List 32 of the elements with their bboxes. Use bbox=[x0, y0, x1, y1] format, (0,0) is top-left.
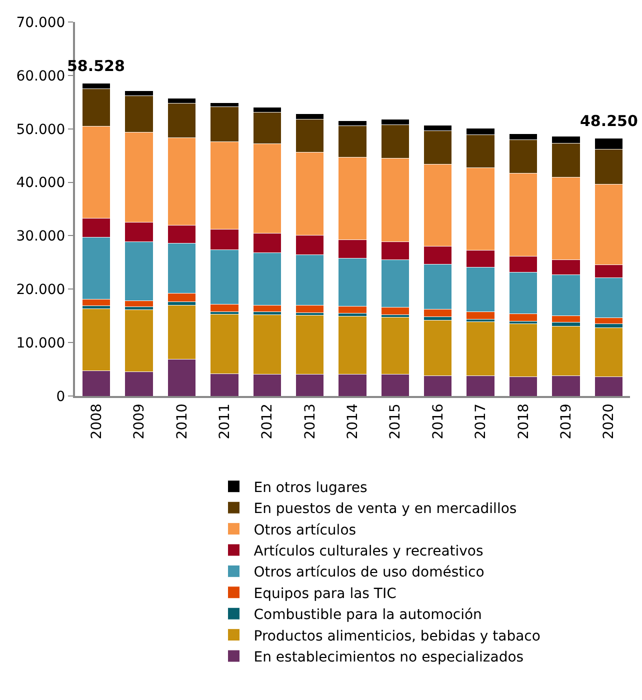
x-tick-label: 2016 bbox=[430, 404, 446, 440]
y-tick-label: 60.000 bbox=[16, 68, 66, 84]
y-tick-label: 0 bbox=[56, 388, 66, 405]
x-tick-label: 2011 bbox=[216, 404, 233, 440]
legend-label: Otros artículos bbox=[254, 522, 356, 538]
y-tick-label: 50.000 bbox=[16, 122, 66, 138]
y-tick-label: 30.000 bbox=[16, 228, 66, 245]
x-tick-label: 2015 bbox=[388, 404, 404, 440]
x-tick-label: 2014 bbox=[345, 404, 362, 440]
legend-label: Productos alimenticios, bebidas y tabaco bbox=[254, 628, 540, 644]
x-tick-label: 2010 bbox=[174, 404, 190, 440]
total-label: 48.250 bbox=[580, 112, 638, 130]
legend-label: Otros artículos de uso doméstico bbox=[254, 564, 484, 581]
legend-label: En establecimientos no especializados bbox=[254, 649, 524, 666]
y-tick-label: 70.000 bbox=[16, 14, 66, 31]
x-tick-label: 2019 bbox=[558, 404, 575, 440]
legend-label: Artículos culturales y recreativos bbox=[254, 543, 484, 560]
x-tick-label: 2009 bbox=[132, 404, 148, 440]
legend-label: En puestos de venta y en mercadillos bbox=[254, 501, 517, 518]
y-tick-label: 10.000 bbox=[16, 335, 66, 352]
x-tick-label: 2017 bbox=[473, 404, 490, 440]
legend-label: En otros lugares bbox=[254, 480, 368, 496]
total-label: 58.528 bbox=[67, 57, 125, 75]
x-tick-label: 2012 bbox=[260, 404, 276, 440]
x-tick-label: 2018 bbox=[516, 404, 532, 440]
y-tick-label: 20.000 bbox=[16, 282, 66, 298]
x-tick-label: 2008 bbox=[88, 404, 105, 440]
y-tick-label: 40.000 bbox=[16, 175, 66, 192]
legend-label: Combustible para la automoción bbox=[254, 607, 482, 624]
legend-label: Equipos para las TIC bbox=[254, 586, 397, 602]
x-tick-label: 2013 bbox=[302, 404, 318, 440]
x-tick-label: 2020 bbox=[601, 404, 618, 440]
